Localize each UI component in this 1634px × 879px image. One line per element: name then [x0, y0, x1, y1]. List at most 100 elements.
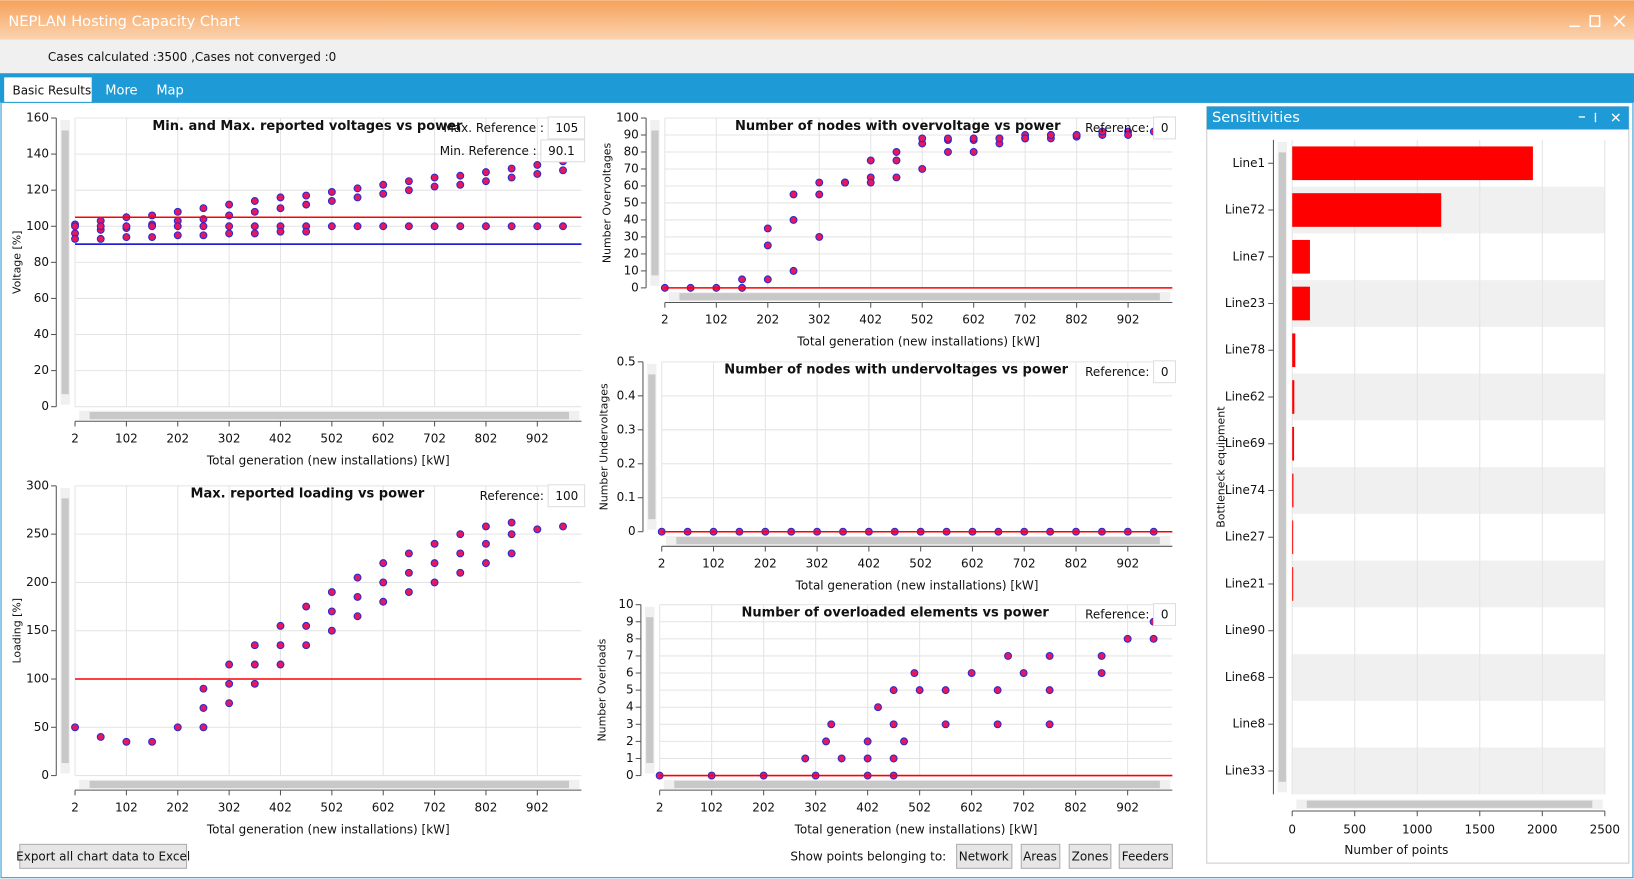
data-point: [507, 173, 516, 182]
data-point: [969, 148, 978, 156]
filter-option[interactable]: Feeders: [1122, 849, 1169, 863]
reference-box[interactable]: [1153, 360, 1177, 384]
y-tick-label: 9: [626, 614, 634, 628]
window-controls[interactable]: [1569, 15, 1626, 28]
data-point: [481, 177, 490, 186]
data-point: [353, 193, 362, 202]
data-point: [71, 723, 79, 732]
y-tick-label: 100: [26, 672, 49, 686]
data-point: [943, 148, 952, 156]
data-point: [379, 559, 388, 568]
reference-box[interactable]: [547, 116, 586, 140]
data-point: [96, 222, 105, 231]
x-tick-label: 802: [1065, 313, 1088, 327]
category-label: Line90: [1225, 623, 1265, 637]
x-tick-label: 902: [1116, 557, 1139, 571]
data-point: [866, 178, 875, 187]
scroll-thumb: [648, 374, 656, 520]
x-tick-label: 2: [71, 431, 79, 445]
data-point: [1019, 669, 1028, 677]
filter-button[interactable]: [1118, 843, 1173, 869]
data-point: [250, 222, 259, 231]
reference-label: Reference:: [1085, 608, 1149, 622]
x-tick-label: 202: [756, 313, 779, 327]
category-label: Line33: [1225, 763, 1265, 777]
data-point: [559, 522, 567, 531]
data-point: [456, 568, 465, 577]
y-tick-label: 90: [624, 128, 639, 142]
data-point: [225, 660, 234, 669]
data-point: [430, 182, 439, 191]
x-tick-label: 702: [1012, 800, 1035, 814]
x-tick-label: 102: [115, 800, 138, 814]
y-tick-label: 0: [626, 768, 634, 782]
data-point: [430, 222, 439, 231]
x-tick-label: 1000: [1402, 822, 1432, 836]
data-point: [801, 754, 810, 763]
scroll-thumb: [676, 536, 1160, 545]
x-tick-label: 2500: [1590, 822, 1620, 836]
reference-box[interactable]: [547, 484, 586, 508]
reference-box[interactable]: [1153, 603, 1177, 627]
x-tick-label: 902: [526, 800, 549, 814]
data-point: [559, 166, 567, 175]
filter-option[interactable]: Areas: [1023, 849, 1057, 863]
data-point: [353, 612, 362, 621]
reference-box[interactable]: [1153, 116, 1177, 140]
y-tick-label: 0.4: [617, 388, 636, 402]
y-tick-label: 160: [26, 111, 49, 125]
data-point: [763, 241, 772, 250]
data-point: [993, 720, 1002, 729]
data-point: [250, 641, 259, 650]
data-point: [1097, 669, 1106, 677]
x-tick-label: 802: [475, 800, 498, 814]
filter-button[interactable]: [956, 843, 1013, 869]
chart-title: Number of nodes with undervoltages vs po…: [724, 363, 1068, 378]
y-axis-label: Number Overvoltages: [601, 143, 614, 264]
x-tick-label: 302: [218, 431, 241, 445]
tab[interactable]: Map: [156, 83, 183, 98]
x-tick-label: 602: [962, 313, 985, 327]
filter-button[interactable]: [1020, 843, 1061, 869]
filter-button[interactable]: [1068, 843, 1112, 869]
category-label: Line27: [1225, 530, 1265, 544]
y-tick-label: 150: [26, 623, 49, 637]
x-tick-label: 402: [859, 313, 882, 327]
export-button-label[interactable]: Export all chart data to Excel: [16, 849, 190, 863]
bar: [1292, 146, 1533, 181]
reference-box[interactable]: [540, 139, 586, 163]
filter-option[interactable]: Zones: [1072, 849, 1109, 863]
data-point: [889, 686, 898, 695]
data-point: [456, 171, 465, 180]
data-point: [225, 222, 234, 231]
y-axis-label: Bottleneck equipment: [1214, 406, 1227, 528]
data-point: [71, 234, 79, 243]
x-tick-label: 302: [218, 800, 241, 814]
data-point: [1124, 131, 1133, 139]
data-point: [507, 518, 516, 527]
data-point: [533, 525, 542, 534]
data-point: [327, 607, 336, 616]
y-tick-label: 8: [626, 631, 634, 645]
x-tick-label: 902: [1117, 313, 1140, 327]
x-axis-label: Total generation (new installations) [kW…: [794, 822, 1038, 836]
x-tick-label: 502: [911, 313, 934, 327]
x-tick-label: 402: [856, 800, 879, 814]
data-point: [302, 200, 311, 209]
x-tick-label: 202: [166, 800, 189, 814]
export-button[interactable]: [19, 843, 188, 869]
panel-controls[interactable]: [1578, 112, 1620, 123]
data-point: [379, 597, 388, 606]
data-point: [1123, 634, 1132, 643]
filter-option[interactable]: Network: [959, 849, 1009, 863]
data-point: [837, 754, 846, 763]
tab[interactable]: More: [105, 83, 137, 98]
reference-label: Max. Reference :: [444, 121, 544, 135]
data-point: [199, 723, 208, 732]
y-tick-label: 0: [631, 280, 639, 294]
data-point: [430, 173, 439, 182]
reference-label: Reference:: [480, 489, 544, 503]
bar: [1292, 333, 1296, 368]
tab-selected[interactable]: [4, 77, 92, 103]
tab[interactable]: Basic Results: [13, 83, 92, 97]
